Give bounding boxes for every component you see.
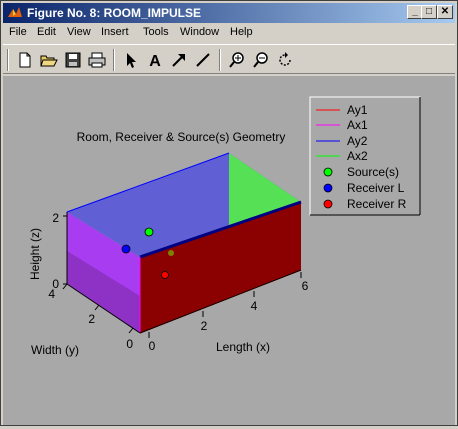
legend-label-ax2: Ax2	[347, 149, 368, 163]
y-tick-label: 4	[48, 287, 55, 301]
toolbar-separator	[219, 49, 221, 71]
x-tick-label: 4	[251, 299, 258, 313]
z-tick-label: 0	[52, 277, 59, 291]
print-icon[interactable]	[87, 50, 107, 70]
legend-marker-receiver-r	[323, 199, 333, 209]
x-axis-label: Length (x)	[216, 340, 270, 354]
x-axis-line	[139, 269, 302, 334]
room-face-right-top	[229, 153, 301, 228]
room-face-floor-shadow	[67, 251, 140, 333]
legend-marker-receiver-l	[323, 183, 333, 193]
legend-label-ay1: Ay1	[347, 103, 368, 117]
source-marker[interactable]	[144, 227, 154, 237]
legend-label-ay2: Ay2	[347, 134, 368, 148]
legend-marker-source	[323, 167, 333, 177]
menu-help[interactable]: Help	[230, 26, 253, 38]
zoom-in-icon[interactable]	[227, 50, 247, 70]
open-folder-icon[interactable]	[39, 50, 59, 70]
new-file-icon[interactable]	[15, 50, 35, 70]
legend-label-ax1: Ax1	[347, 118, 368, 132]
window-title: Figure No. 8: ROOM_IMPULSE	[27, 6, 202, 20]
z-axis-label: Height (z)	[28, 228, 42, 280]
y-tick-mark	[62, 283, 68, 290]
maximize-button[interactable]: □	[421, 5, 437, 19]
y-axis-label: Width (y)	[31, 343, 79, 357]
source-marker-projection	[168, 250, 174, 256]
room-geometry-plot[interactable]: Room, Receiver & Source(s) Geometry	[3, 76, 455, 425]
y-axis-line	[66, 283, 141, 334]
line-icon[interactable]	[193, 50, 213, 70]
arrow-icon[interactable]	[169, 50, 189, 70]
edge-top-front	[139, 200, 302, 259]
y-tick-label: 0	[126, 337, 133, 351]
menu-tools[interactable]: Tools	[143, 26, 169, 38]
menu-file[interactable]: File	[9, 26, 27, 38]
menu-bar: File Edit View Insert Tools Window Help	[3, 24, 455, 42]
close-button[interactable]: ✕	[437, 5, 453, 19]
title-bar[interactable]: Figure No. 8: ROOM_IMPULSE _ □ ✕	[3, 3, 455, 23]
toolbar-separator	[113, 49, 115, 71]
legend[interactable]: Ay1 Ax1 Ay2 Ax2 Source(s) Receiver L Rec…	[309, 96, 421, 216]
toolbar: A	[3, 44, 455, 74]
y-tick-mark	[128, 327, 134, 334]
matlab-logo-icon	[8, 7, 22, 17]
text-icon[interactable]: A	[145, 50, 165, 70]
menu-insert[interactable]: Insert	[101, 26, 129, 38]
select-arrow-icon[interactable]	[121, 50, 141, 70]
x-tick-label: 2	[201, 319, 208, 333]
save-icon[interactable]	[63, 50, 83, 70]
plot-title: Room, Receiver & Source(s) Geometry	[77, 130, 286, 144]
text-tool-glyph: A	[149, 53, 161, 70]
plot-area[interactable]: Room, Receiver & Source(s) Geometry	[3, 76, 455, 425]
y-tick-label: 2	[88, 312, 95, 326]
toolbar-grip	[7, 49, 9, 71]
menu-window[interactable]: Window	[180, 26, 220, 38]
rotate-icon[interactable]	[275, 50, 295, 70]
menu-view[interactable]: View	[67, 26, 91, 38]
legend-label-receiver-r: Receiver R	[347, 197, 407, 211]
room-face-front	[140, 202, 301, 333]
z-tick-label: 2	[52, 211, 59, 225]
x-tick-label: 0	[149, 339, 156, 353]
menu-edit[interactable]: Edit	[37, 26, 56, 38]
zoom-out-icon[interactable]	[251, 50, 271, 70]
receiver-l-marker[interactable]	[121, 244, 131, 254]
edge-top-back	[66, 152, 230, 213]
x-tick-label: 6	[302, 279, 309, 293]
legend-label-source: Source(s)	[347, 165, 399, 179]
legend-label-receiver-l: Receiver L	[347, 181, 405, 195]
receiver-r-marker[interactable]	[161, 271, 169, 279]
y-tick-mark	[94, 304, 100, 311]
